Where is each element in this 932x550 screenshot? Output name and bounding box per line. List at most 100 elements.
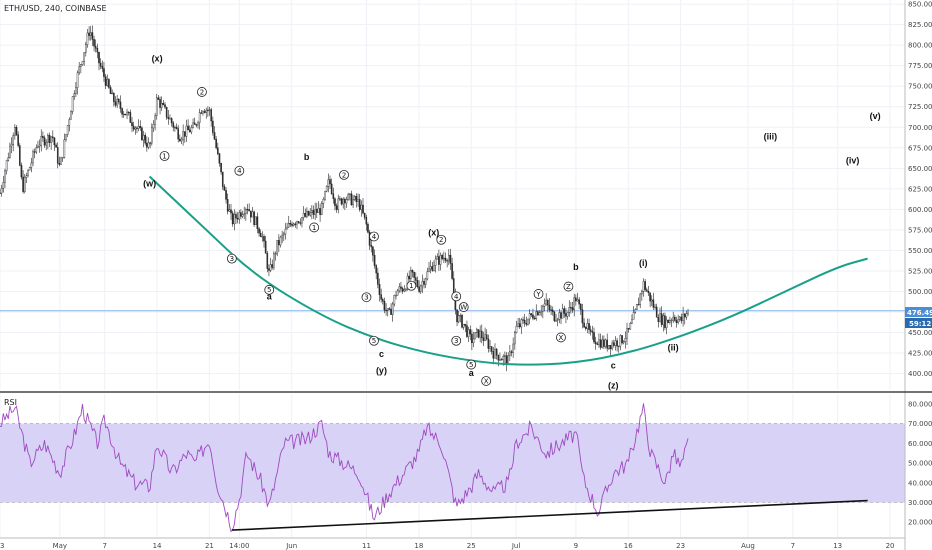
candle-body (137, 126, 140, 129)
candle-body (603, 339, 605, 347)
candle-body (40, 135, 43, 146)
candle-body (195, 124, 198, 126)
candle-body (106, 79, 109, 86)
candle-body (677, 319, 679, 323)
candle-body (667, 319, 670, 323)
price-tick-label: 525.00 (908, 267, 932, 275)
candle-body (408, 275, 411, 280)
price-tick-label: 400.00 (908, 370, 932, 378)
candle-body (246, 209, 249, 211)
circled-label-text: 4 (237, 167, 242, 175)
candle-body (12, 135, 15, 145)
price-tick-label: 750.00 (908, 83, 932, 91)
candle-body (200, 112, 203, 114)
wave-label: (v) (870, 111, 881, 121)
circled-label: 2 (339, 169, 349, 180)
candle-body (415, 277, 417, 281)
candle-body (553, 311, 556, 321)
candle-body (558, 312, 561, 320)
candle-body (141, 127, 143, 141)
price-tick-label: 775.00 (908, 62, 932, 70)
candle-body (551, 309, 554, 313)
candle-body (358, 199, 361, 210)
candle-body (357, 199, 359, 202)
time-tick-label: 18 (414, 542, 423, 550)
time-tick-label: 23 (676, 542, 685, 550)
candle-body (608, 345, 610, 349)
price-tick-label: 600.00 (908, 206, 932, 214)
circle-marker (481, 376, 492, 386)
candle-body (43, 137, 46, 146)
time-tick-label: May (53, 542, 67, 550)
candle-body (367, 224, 369, 233)
candle-body (126, 111, 128, 116)
candle-body (175, 126, 178, 129)
candle-body (370, 245, 373, 248)
circle-marker (556, 332, 566, 343)
candle-body (535, 311, 538, 319)
circle-marker (197, 87, 207, 97)
time-tick-label: 13 (833, 542, 842, 550)
candle-body (484, 334, 486, 341)
candle-body (611, 342, 613, 350)
candle-body (660, 313, 663, 325)
time-tick-label: 9 (574, 542, 578, 550)
circled-label: 5 (466, 359, 477, 370)
circled-label-text: 5 (372, 337, 376, 345)
candle-body (60, 157, 62, 165)
circle-marker (234, 165, 245, 176)
candle-body (9, 145, 11, 158)
candle-body (411, 270, 414, 273)
candle-body (416, 280, 419, 287)
candle-body (279, 236, 282, 246)
candle-body (517, 323, 519, 327)
candle-body (639, 293, 641, 305)
candle-body (627, 328, 630, 330)
candle-body (599, 339, 602, 348)
wave-label: b (304, 152, 310, 162)
candle-body (641, 290, 643, 295)
candle-body (119, 101, 122, 109)
candle-body (253, 211, 255, 225)
candle-body (230, 209, 232, 214)
wave-label: (iii) (764, 132, 778, 142)
candle-body (474, 332, 477, 340)
candle-body (113, 93, 115, 102)
circled-label: 5 (264, 284, 275, 295)
circle-marker (451, 335, 462, 346)
candle-body (188, 129, 191, 133)
candle-body (459, 315, 462, 317)
time-tick-label: Aug (741, 542, 755, 550)
candle-body (438, 256, 440, 265)
candle-body (443, 257, 445, 260)
candle-body (33, 151, 36, 153)
candle-body (301, 217, 303, 224)
rsi-tick-label: 30.0000 (908, 499, 932, 507)
circled-label: Y (533, 289, 544, 299)
candle-body (187, 125, 189, 131)
candle-body (632, 312, 635, 320)
candle-body (683, 313, 686, 318)
candle-body (101, 66, 104, 69)
candle-body (226, 199, 229, 212)
candle-body (71, 96, 74, 112)
candle-body (675, 320, 678, 323)
circled-label-text: 1 (162, 152, 166, 160)
candle-body (487, 338, 490, 349)
candle-body (644, 281, 646, 290)
price-tick-label: 500.00 (908, 288, 932, 296)
candle-body (66, 125, 69, 135)
candle-body (139, 126, 142, 128)
candle-body (555, 320, 557, 322)
candle-body (560, 312, 562, 319)
candle-body (17, 134, 19, 146)
candle-body (312, 210, 315, 215)
candle-body (662, 315, 665, 325)
candle-body (47, 135, 49, 143)
rsi-trendline (231, 499, 868, 531)
price-tick-label: 625.00 (908, 185, 932, 193)
candle-body (89, 32, 92, 36)
candle-body (424, 278, 427, 285)
candle-body (80, 64, 82, 67)
